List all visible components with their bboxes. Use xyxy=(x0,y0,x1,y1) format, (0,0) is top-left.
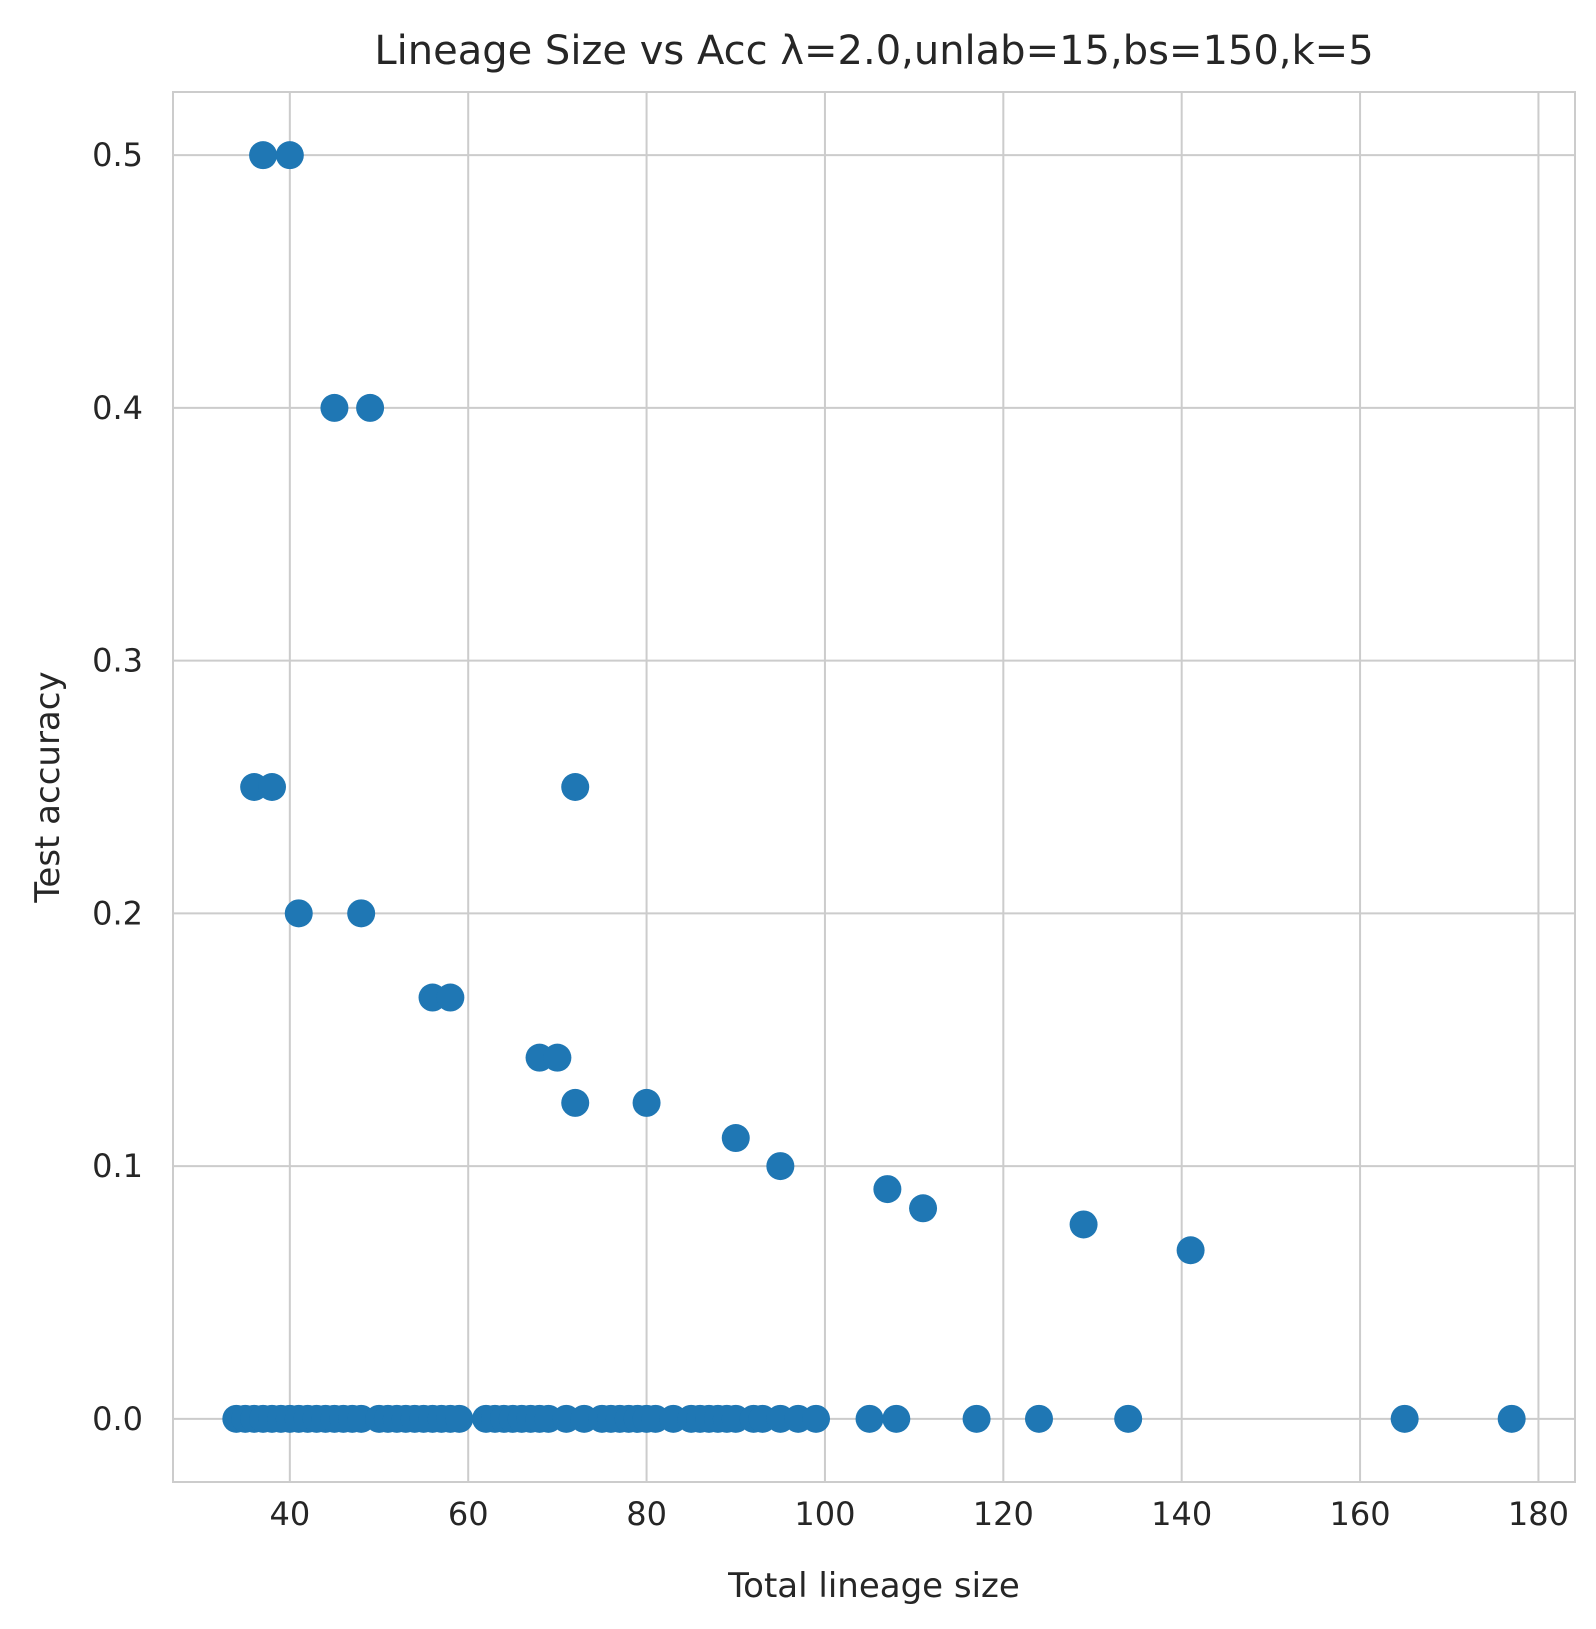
data-point xyxy=(347,899,376,928)
data-point xyxy=(320,393,349,422)
y-tick-label: 0.1 xyxy=(92,1147,143,1185)
data-point xyxy=(356,393,385,422)
x-tick-labels: 40 60 80 100 120 140 160 180 xyxy=(269,1495,1568,1533)
x-tick-label: 180 xyxy=(1508,1495,1569,1533)
data-point xyxy=(436,983,465,1012)
data-point xyxy=(721,1124,750,1153)
data-point xyxy=(1114,1404,1143,1433)
chart-title: Lineage Size vs Acc λ=2.0,unlab=15,bs=15… xyxy=(374,28,1373,74)
x-tick-label: 40 xyxy=(269,1495,310,1533)
data-point xyxy=(561,1088,590,1117)
data-point xyxy=(962,1404,991,1433)
x-tick-label: 100 xyxy=(794,1495,855,1533)
y-axis-label: Test accuracy xyxy=(28,671,68,903)
y-tick-label: 0.4 xyxy=(92,389,143,427)
data-point xyxy=(561,773,590,801)
data-point xyxy=(257,773,286,801)
plot-area-frame xyxy=(172,91,1576,1483)
y-tick-label: 0.3 xyxy=(92,642,143,680)
data-points xyxy=(222,141,1526,1433)
data-point xyxy=(882,1404,911,1433)
data-point xyxy=(632,1088,661,1117)
data-point xyxy=(855,1404,884,1433)
data-point xyxy=(1497,1404,1526,1433)
data-point xyxy=(1390,1404,1419,1433)
data-point xyxy=(909,1194,938,1223)
data-point xyxy=(766,1152,795,1181)
x-tick-label: 140 xyxy=(1151,1495,1212,1533)
data-point xyxy=(1069,1210,1098,1239)
data-point xyxy=(1176,1236,1205,1265)
x-tick-label: 120 xyxy=(973,1495,1034,1533)
x-axis-label: Total lineage size xyxy=(727,1566,1020,1606)
grid-lines xyxy=(173,92,1575,1482)
data-point xyxy=(543,1043,572,1072)
data-point xyxy=(445,1404,474,1433)
data-point xyxy=(802,1404,831,1433)
y-tick-label: 0.0 xyxy=(92,1400,143,1438)
x-tick-label: 160 xyxy=(1330,1495,1391,1533)
y-tick-label: 0.2 xyxy=(92,894,143,932)
x-tick-label: 80 xyxy=(626,1495,667,1533)
data-point xyxy=(249,141,278,170)
y-tick-label: 0.5 xyxy=(92,136,143,174)
data-point xyxy=(275,141,304,170)
x-tick-label: 60 xyxy=(448,1495,489,1533)
y-tick-labels: 0.0 0.1 0.2 0.3 0.4 0.5 xyxy=(92,136,143,1438)
data-point xyxy=(284,899,313,928)
data-point xyxy=(873,1175,902,1204)
data-point xyxy=(1024,1404,1053,1433)
